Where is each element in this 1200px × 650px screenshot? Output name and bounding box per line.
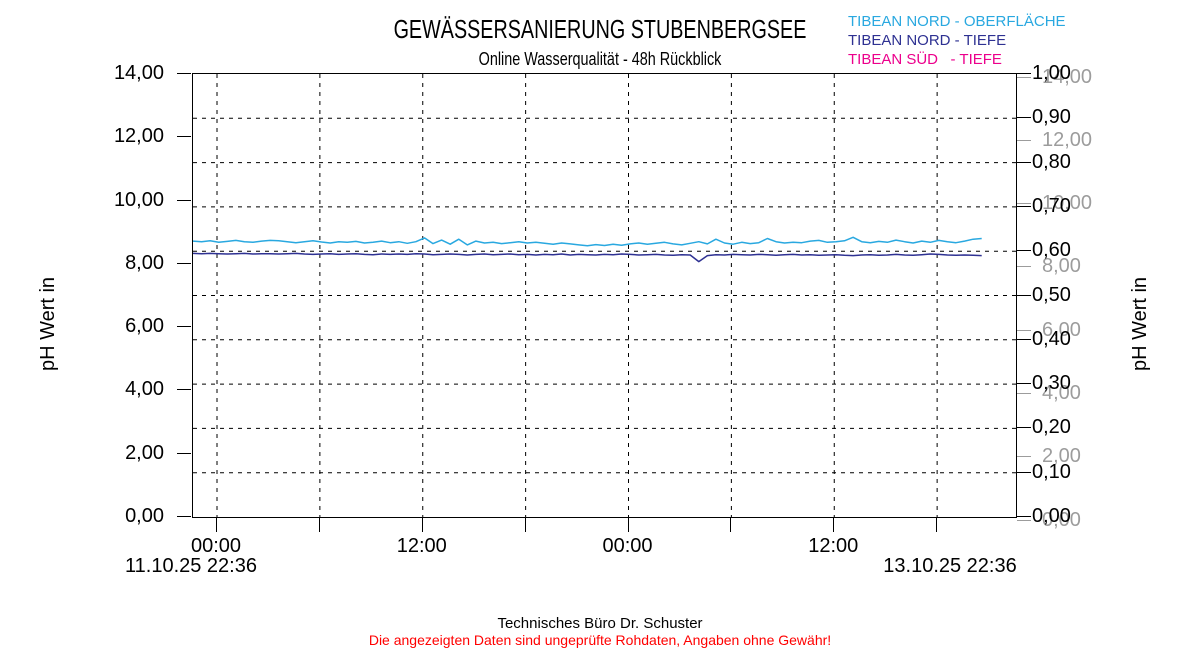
plot-area [192,73,1017,518]
left-axis-tick-label: 8,00 [125,251,164,274]
x-axis-tick [627,518,629,532]
right-axis-tick [1017,205,1031,207]
left-axis-tick [177,389,191,391]
right-axis-tick-label: 0,00 [1032,505,1071,527]
right-axis-tick [1017,250,1031,252]
right-axis-tick-label: 0,90 [1032,106,1071,129]
x-axis-tick [936,518,938,532]
legend: TIBEAN NORD - OBERFLÄCHE TIBEAN NORD - TI… [848,12,1066,69]
right-axis-tick [1017,338,1031,340]
x-axis-tick-label: 12:00 [808,535,859,557]
legend-item: TIBEAN SÜD - TIEFE [848,51,1002,68]
left-axis-tick [177,136,191,138]
right-axis-title: pH Wert in [1129,276,1151,372]
right-axis-tick-label: 0,30 [1032,372,1071,395]
x-axis-tick-label: 00:00 [190,535,242,557]
right-axis-secondary-tick [1017,392,1031,394]
right-axis-secondary-tick-label: 6,00 [1042,318,1081,341]
right-axis-tick-label: 0,80 [1032,150,1071,173]
x-end-datetime: 13.10.25 22:36 [883,555,1017,577]
right-axis-secondary-tick [1017,266,1031,268]
left-axis-tick [177,262,191,264]
footer-company: Technisches Büro Dr. Schuster [497,615,703,632]
right-axis-secondary-tick-label: 14,00 [1042,65,1093,88]
left-axis-tick-label: 6,00 [125,315,164,338]
series-line-tibean-nord-tiefe [193,252,982,263]
left-axis-tick [177,452,191,454]
legend-item: TIBEAN NORD - TIEFE [848,32,1007,49]
right-axis-tick-label: 0,60 [1032,239,1071,262]
right-axis-tick-label: 0,40 [1032,327,1071,350]
chart-svg [193,74,1016,517]
series-line-tibean-nord-oberfläche [193,236,982,247]
right-axis-secondary-tick-label: 4,00 [1042,381,1081,404]
right-axis-secondary-tick [1017,139,1031,141]
right-axis-tick [1017,117,1031,119]
right-axis-secondary-tick [1017,456,1031,458]
right-axis-tick-label: 0,70 [1032,194,1071,217]
left-axis-tick-label: 0,00 [125,505,164,527]
right-axis-tick [1017,516,1031,517]
left-axis-tick-label: 2,00 [125,441,164,464]
left-axis-tick-label: 4,00 [125,378,164,401]
footer-disclaimer: Die angezeigten Daten sind ungeprüfte Ro… [368,632,832,648]
right-axis-secondary-tick-label: 0,00 [1042,508,1081,531]
legend-item: TIBEAN NORD - OBERFLÄCHE [848,13,1066,30]
x-axis-tick [421,518,423,532]
left-axis-tick [177,73,191,74]
right-axis-tick-label: 0,50 [1032,283,1071,306]
right-axis-secondary-tick [1017,203,1031,205]
left-axis-tick-label: 10,00 [113,188,164,211]
left-axis-title: pH Wert in [37,276,59,372]
right-axis-secondary-tick [1017,329,1031,331]
right-axis-tick-label: 0,10 [1032,460,1071,483]
right-axis-secondary-tick-label: 10,00 [1042,192,1093,215]
x-axis-tick [216,518,217,532]
x-axis-tick [833,518,835,532]
right-axis-tick-label: 0,20 [1032,416,1071,439]
page-subtitle: Online Wasserqualität - 48h Rückblick [478,49,722,69]
right-axis-secondary-tick [1017,76,1031,78]
left-axis-tick [177,199,191,201]
left-axis-tick [177,516,191,517]
x-axis-tick [730,518,732,532]
left-axis-tick-label: 12,00 [113,125,164,148]
right-axis-tick [1017,471,1031,473]
right-axis-tick [1017,161,1031,163]
right-axis-tick [1017,294,1031,296]
x-axis-tick [524,518,526,532]
right-axis-tick [1017,73,1031,74]
x-axis-tick-label: 12:00 [396,535,447,557]
x-start-datetime: 11.10.25 22:36 [125,555,257,577]
x-axis-tick [318,518,320,532]
right-axis-secondary-tick [1017,519,1031,521]
page-title: GEWÄSSERSANIERUNG STUBENBERGSEE [393,14,807,44]
x-axis-tick-label: 00:00 [602,535,653,557]
right-axis-tick [1017,383,1031,385]
left-axis-tick [177,326,191,328]
right-axis-secondary-tick-label: 8,00 [1042,255,1081,278]
right-axis-secondary-tick-label: 2,00 [1042,445,1081,468]
right-axis-secondary-tick-label: 12,00 [1042,128,1093,151]
right-axis-tick [1017,427,1031,429]
